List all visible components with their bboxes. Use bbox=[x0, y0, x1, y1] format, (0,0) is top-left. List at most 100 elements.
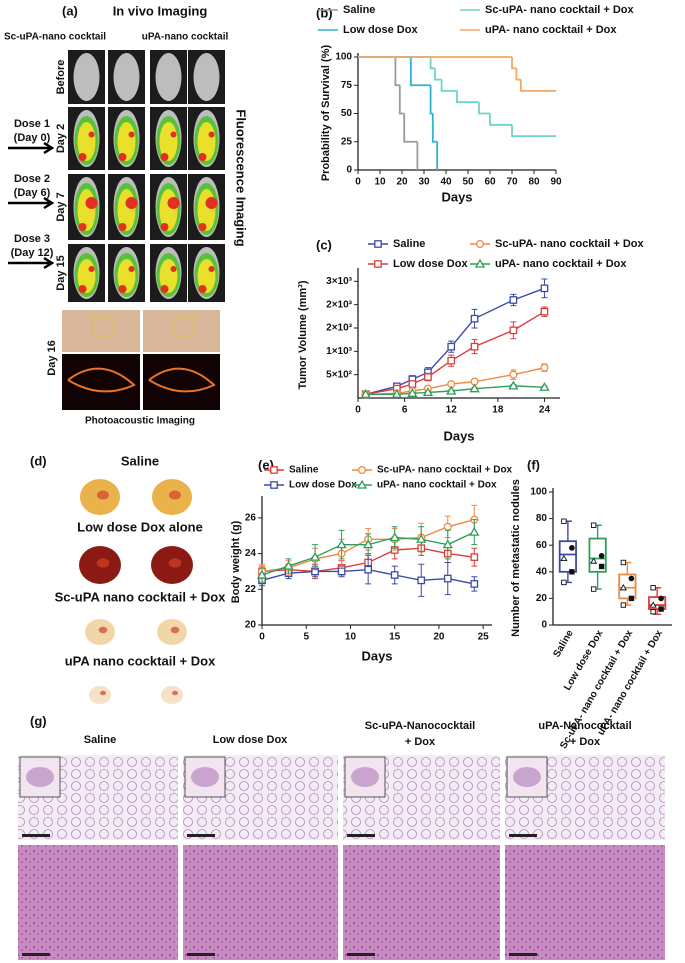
y-tick-label: 100 bbox=[530, 487, 547, 498]
legend-label: Saline bbox=[393, 238, 425, 250]
marker bbox=[470, 342, 479, 351]
y-tick-label: 2×10³ bbox=[326, 299, 353, 310]
legend-label: Sc-uPA- nano cocktail + Dox bbox=[495, 238, 645, 250]
box bbox=[648, 596, 667, 610]
column-label: + Dox bbox=[405, 736, 436, 748]
pa-signal bbox=[67, 367, 136, 393]
tumor-spot bbox=[96, 558, 110, 568]
survival-step bbox=[394, 57, 400, 87]
data-point bbox=[561, 579, 567, 586]
marker bbox=[447, 356, 456, 365]
legend-label: Saline bbox=[289, 465, 319, 476]
tumor-photo bbox=[89, 686, 111, 704]
tumor-spot bbox=[170, 626, 180, 634]
x-tick-label: 25 bbox=[478, 632, 490, 643]
x-tick-label: 10 bbox=[345, 632, 357, 643]
y-tick-label: 0 bbox=[346, 165, 352, 176]
marker bbox=[417, 576, 426, 585]
y-tick-label: 2×10³ bbox=[326, 323, 353, 334]
data-point bbox=[590, 522, 597, 528]
dose-label: Dose 2 bbox=[14, 173, 50, 185]
marker bbox=[283, 560, 294, 570]
y-tick-label: 20 bbox=[245, 620, 257, 631]
y-axis-title: Tumor Volume (mm³) bbox=[297, 280, 309, 389]
x-tick-label: Saline bbox=[551, 628, 575, 659]
survival-step bbox=[429, 57, 435, 70]
data-point bbox=[620, 559, 627, 566]
column-label: Low dose Dox bbox=[213, 734, 288, 746]
scale-bar bbox=[509, 953, 537, 956]
scale-bar bbox=[187, 834, 215, 837]
marker bbox=[470, 553, 479, 561]
whisker bbox=[563, 520, 572, 542]
marker bbox=[424, 373, 432, 381]
legend-label: Low dose Dox bbox=[343, 24, 418, 36]
x-tick-label: 70 bbox=[506, 177, 518, 188]
panel-label: (g) bbox=[30, 713, 47, 728]
marker bbox=[391, 388, 402, 398]
row-label: Day 2 bbox=[55, 124, 67, 153]
panel-title: In vivo Imaging bbox=[113, 3, 208, 18]
inset-tissue bbox=[351, 767, 379, 787]
pa-signal bbox=[148, 367, 216, 393]
data-point bbox=[598, 553, 605, 559]
fluorescence bbox=[208, 131, 215, 138]
scale-bar bbox=[22, 953, 50, 956]
fluorescence bbox=[167, 197, 180, 209]
fluorescence bbox=[88, 131, 95, 138]
group-label: uPA nano cocktail + Dox bbox=[65, 653, 216, 668]
x-tick-label: 24 bbox=[539, 405, 551, 416]
data-point bbox=[598, 563, 605, 570]
y-tick-label: 100 bbox=[335, 52, 352, 63]
legend-label: Low dose Dox bbox=[289, 480, 357, 491]
y-tick-label: 5×10² bbox=[326, 369, 353, 380]
marker bbox=[364, 565, 373, 574]
survival-step bbox=[409, 57, 431, 87]
x-tick-label: 0 bbox=[259, 632, 265, 643]
row-label: Before bbox=[55, 60, 67, 95]
y-tick-label: 20 bbox=[536, 593, 548, 604]
survival-step bbox=[456, 90, 479, 104]
arrow bbox=[8, 141, 55, 155]
fluorescence bbox=[78, 285, 87, 293]
data-point bbox=[561, 518, 567, 524]
marker bbox=[540, 284, 549, 293]
fluorescence bbox=[160, 223, 169, 231]
legend-label: Saline bbox=[343, 4, 375, 16]
fluorescence bbox=[208, 266, 215, 272]
scale-bar bbox=[347, 953, 375, 956]
y-axis-title: Number of metastatic nodules bbox=[510, 479, 522, 637]
group-label: Saline bbox=[121, 453, 159, 468]
marker bbox=[469, 526, 480, 536]
y-tick-label: 22 bbox=[245, 584, 257, 595]
photo bbox=[143, 310, 220, 352]
scale-bar bbox=[187, 953, 215, 956]
row-label: Day 15 bbox=[55, 255, 67, 290]
column-label: uPA-nano cocktail bbox=[142, 32, 229, 43]
legend-label: uPA- nano cocktail + Dox bbox=[377, 480, 497, 491]
photo bbox=[62, 310, 140, 352]
marker bbox=[469, 383, 480, 393]
fluorescence bbox=[85, 197, 98, 209]
marker bbox=[407, 388, 418, 397]
y-tick-label: 60 bbox=[536, 540, 548, 551]
marker bbox=[508, 380, 519, 390]
dose-label: Dose 1 bbox=[14, 118, 50, 130]
legend-marker bbox=[474, 258, 486, 268]
survival-step bbox=[511, 124, 556, 137]
marker bbox=[509, 370, 518, 379]
fluorescence bbox=[78, 223, 87, 231]
column-label: Saline bbox=[84, 734, 116, 746]
data-point bbox=[590, 557, 598, 564]
legend-marker bbox=[270, 481, 278, 489]
x-tick-label: 12 bbox=[446, 405, 458, 416]
data-point bbox=[569, 545, 575, 551]
photo-box bbox=[91, 317, 115, 337]
x-tick-label: 50 bbox=[462, 177, 474, 188]
x-tick-label: 5 bbox=[303, 632, 309, 643]
dose-label: (Day 0) bbox=[14, 132, 51, 144]
data-point bbox=[650, 609, 656, 615]
fluorescence bbox=[205, 197, 218, 209]
panel-label: (f) bbox=[527, 457, 540, 472]
